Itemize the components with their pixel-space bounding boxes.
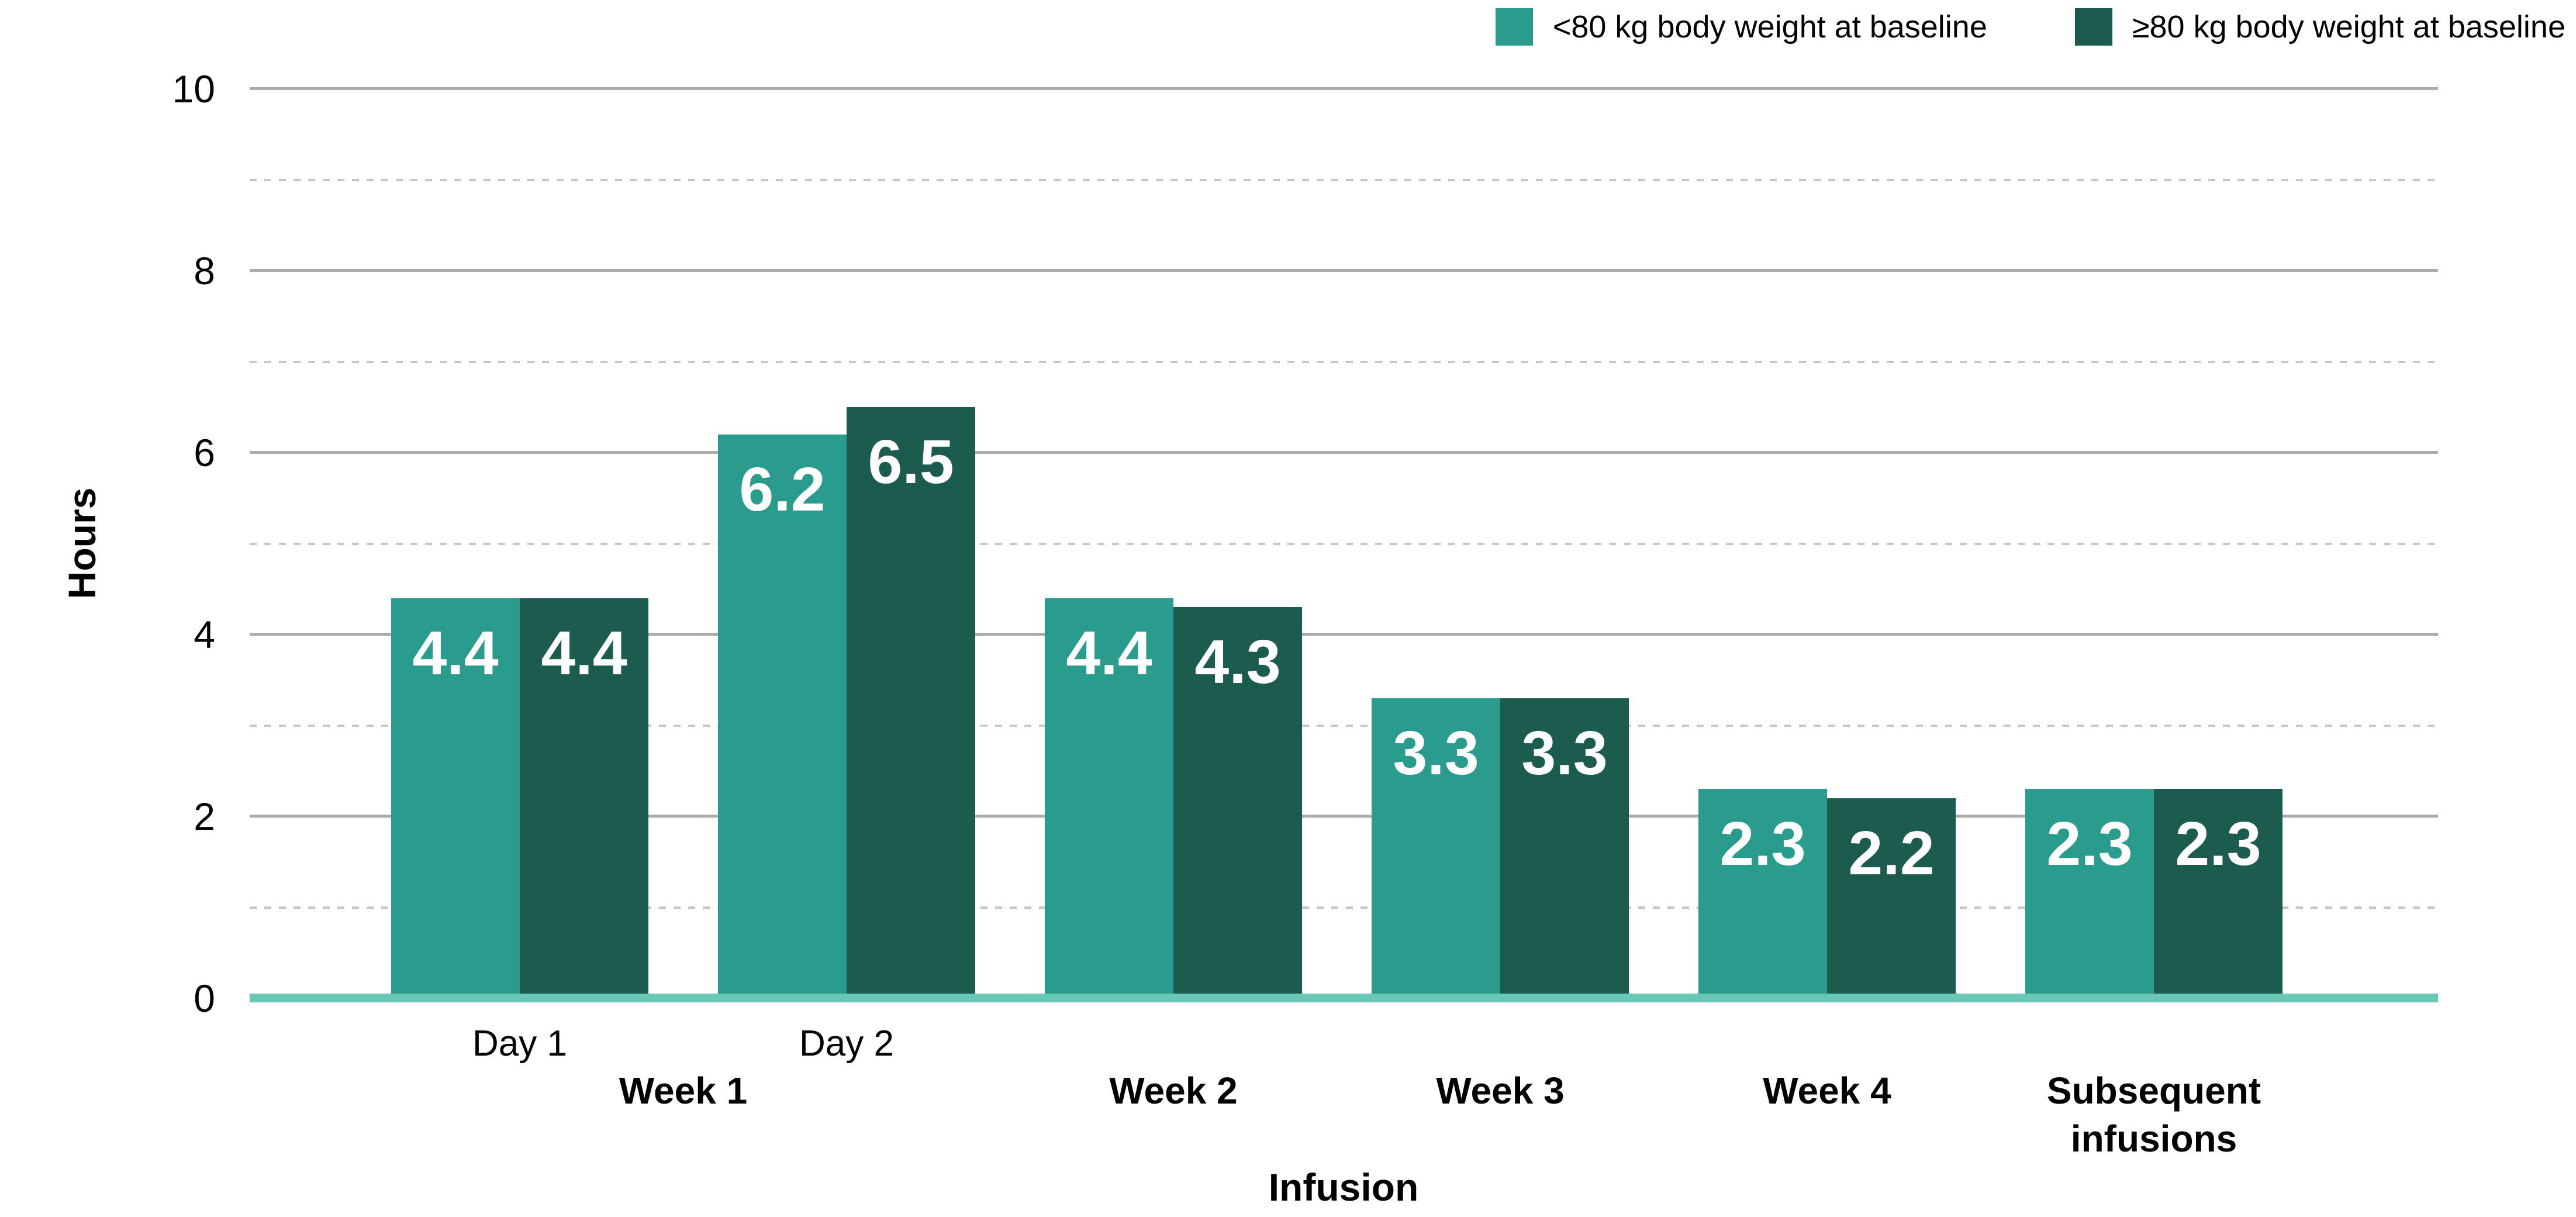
bar-value-label: 6.2 bbox=[739, 454, 826, 524]
gridline-major-10 bbox=[250, 87, 2438, 90]
bar-value-label: 4.4 bbox=[412, 618, 499, 688]
x-group-label-week-4: Week 4 bbox=[1763, 1070, 1891, 1112]
y-tick-label-10: 10 bbox=[172, 67, 215, 111]
legend-swatch-icon bbox=[2074, 8, 2112, 46]
gridline-major-6 bbox=[250, 451, 2438, 454]
bar-lt80-3: 3.3 bbox=[1372, 698, 1500, 998]
bar-lt80-5: 2.3 bbox=[2025, 789, 2154, 998]
x-axis-title: Infusion bbox=[1268, 1166, 1419, 1209]
legend-item-lt80: <80 kg body weight at baseline bbox=[1495, 8, 1987, 46]
bar-ge80-0: 4.4 bbox=[520, 598, 648, 998]
x-tick-label-day-2: Day 2 bbox=[799, 1023, 894, 1064]
x-tick-label-day-1: Day 1 bbox=[472, 1023, 567, 1064]
bar-value-label: 6.5 bbox=[868, 427, 954, 497]
x-group-label-week-3: Week 3 bbox=[1436, 1070, 1565, 1112]
bar-ge80-1: 6.5 bbox=[847, 407, 975, 998]
legend-label: ≥80 kg body weight at baseline bbox=[2132, 9, 2565, 44]
legend-swatch-icon bbox=[1495, 8, 1533, 46]
legend-item-ge80: ≥80 kg body weight at baseline bbox=[2074, 8, 2565, 46]
y-tick-label-8: 8 bbox=[194, 249, 215, 292]
bar-ge80-3: 3.3 bbox=[1500, 698, 1629, 998]
gridline-major-4 bbox=[250, 633, 2438, 636]
y-axis-title: Hours bbox=[60, 487, 103, 599]
bar-lt80-4: 2.3 bbox=[1698, 789, 1827, 998]
bar-lt80-1: 6.2 bbox=[718, 434, 847, 998]
x-group-label-week-2: Week 2 bbox=[1109, 1070, 1238, 1112]
bar-lt80-0: 4.4 bbox=[391, 598, 520, 998]
bar-value-label: 3.3 bbox=[1521, 718, 1608, 788]
bar-value-label: 3.3 bbox=[1393, 718, 1479, 788]
bar-lt80-2: 4.4 bbox=[1045, 598, 1173, 998]
bar-ge80-4: 2.2 bbox=[1827, 798, 1956, 998]
plot-area: 4.4 6.2 4.4 3.3 2.3 2.3 4.4 6.5 4.3 3.3 2.2 2.3 bbox=[250, 87, 2438, 1002]
legend-label: <80 kg body weight at baseline bbox=[1552, 9, 1987, 44]
y-tick-label-4: 4 bbox=[194, 613, 215, 656]
x-group-label-subsequent-infusions: Subsequent infusions bbox=[2046, 1070, 2261, 1160]
y-tick-label-6: 6 bbox=[194, 431, 215, 474]
y-tick-label-2: 2 bbox=[194, 795, 215, 838]
gridline-major-2 bbox=[250, 815, 2438, 818]
x-axis-baseline bbox=[250, 994, 2438, 1002]
gridline-minor-3 bbox=[250, 724, 2438, 727]
gridline-minor-1 bbox=[250, 906, 2438, 909]
gridline-minor-5 bbox=[250, 542, 2438, 545]
bar-value-label: 2.3 bbox=[2175, 809, 2261, 879]
bar-value-label: 2.3 bbox=[2046, 809, 2133, 879]
bar-value-label: 2.3 bbox=[1719, 809, 1806, 879]
gridline-minor-7 bbox=[250, 360, 2438, 363]
bar-ge80-5: 2.3 bbox=[2154, 789, 2283, 998]
bar-value-label: 4.4 bbox=[1066, 618, 1152, 688]
y-tick-label-0: 0 bbox=[194, 977, 215, 1020]
x-group-label-week-1: Week 1 bbox=[619, 1070, 748, 1112]
bar-value-label: 4.3 bbox=[1194, 628, 1281, 697]
bar-value-label: 2.2 bbox=[1848, 818, 1935, 888]
bar-value-label: 4.4 bbox=[541, 618, 627, 688]
gridline-minor-9 bbox=[250, 178, 2438, 181]
gridline-major-8 bbox=[250, 269, 2438, 272]
legend: <80 kg body weight at baseline ≥80 kg bod… bbox=[1495, 8, 2565, 46]
bar-ge80-2: 4.3 bbox=[1173, 607, 1302, 998]
